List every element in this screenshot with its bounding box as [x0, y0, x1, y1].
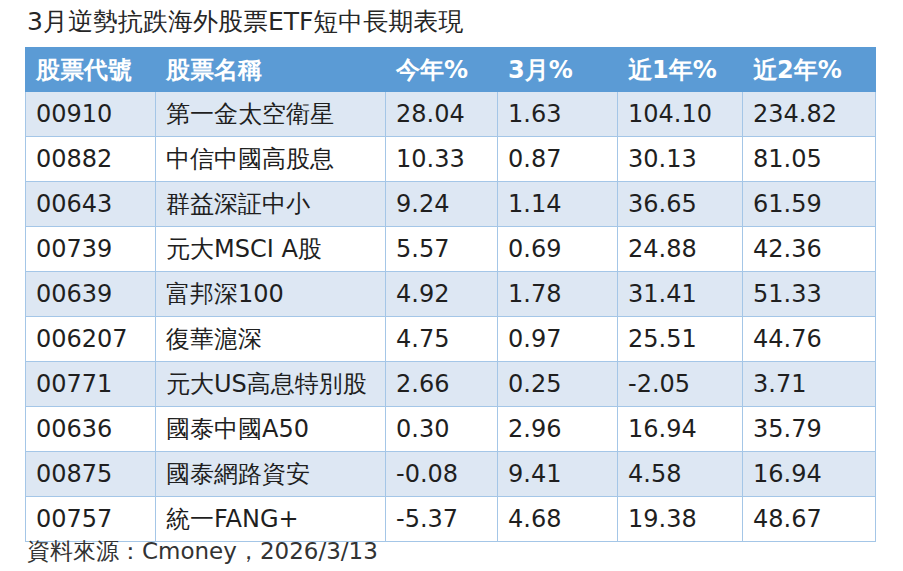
cell-2yr-percent: 48.67 — [743, 497, 876, 542]
cell-1yr-percent: 31.41 — [618, 272, 743, 317]
cell-stock-code: 00771 — [26, 362, 156, 407]
column-header-stock-code: 股票代號 — [26, 48, 156, 92]
cell-ytd-percent: 4.75 — [386, 317, 498, 362]
cell-stock-name: 國泰中國A50 — [156, 407, 386, 452]
cell-march-percent: 0.87 — [498, 137, 618, 182]
cell-2yr-percent: 16.94 — [743, 452, 876, 497]
cell-stock-name: 富邦深100 — [156, 272, 386, 317]
cell-2yr-percent: 44.76 — [743, 317, 876, 362]
cell-stock-name: 中信中國高股息 — [156, 137, 386, 182]
cell-ytd-percent: -5.37 — [386, 497, 498, 542]
cell-march-percent: 0.25 — [498, 362, 618, 407]
cell-march-percent: 2.96 — [498, 407, 618, 452]
cell-1yr-percent: 104.10 — [618, 92, 743, 137]
column-header-stock-name: 股票名稱 — [156, 48, 386, 92]
column-header-1yr-percent: 近1年% — [618, 48, 743, 92]
column-header-2yr-percent: 近2年% — [743, 48, 876, 92]
column-header-march-percent: 3月% — [498, 48, 618, 92]
cell-stock-name: 群益深証中小 — [156, 182, 386, 227]
cell-march-percent: 4.68 — [498, 497, 618, 542]
cell-march-percent: 0.97 — [498, 317, 618, 362]
table-row: 006207 復華滬深 4.75 0.97 25.51 44.76 — [26, 317, 876, 362]
cell-1yr-percent: 24.88 — [618, 227, 743, 272]
cell-2yr-percent: 51.33 — [743, 272, 876, 317]
cell-stock-code: 00639 — [26, 272, 156, 317]
cell-stock-code: 00739 — [26, 227, 156, 272]
cell-ytd-percent: 10.33 — [386, 137, 498, 182]
page-title: 3月逆勢抗跌海外股票ETF短中長期表現 — [27, 6, 463, 38]
cell-ytd-percent: 9.24 — [386, 182, 498, 227]
cell-1yr-percent: 4.58 — [618, 452, 743, 497]
etf-performance-figure: 3月逆勢抗跌海外股票ETF短中長期表現 股票代號 股票名稱 今年% 3月% 近1… — [0, 0, 903, 571]
cell-1yr-percent: 30.13 — [618, 137, 743, 182]
table-row: 00771 元大US高息特別股 2.66 0.25 -2.05 3.71 — [26, 362, 876, 407]
cell-2yr-percent: 81.05 — [743, 137, 876, 182]
table-row: 00739 元大MSCI A股 5.57 0.69 24.88 42.36 — [26, 227, 876, 272]
cell-1yr-percent: 16.94 — [618, 407, 743, 452]
table-row: 00875 國泰網路資安 -0.08 9.41 4.58 16.94 — [26, 452, 876, 497]
column-header-ytd-percent: 今年% — [386, 48, 498, 92]
cell-ytd-percent: -0.08 — [386, 452, 498, 497]
cell-ytd-percent: 2.66 — [386, 362, 498, 407]
cell-stock-name: 國泰網路資安 — [156, 452, 386, 497]
cell-1yr-percent: 36.65 — [618, 182, 743, 227]
cell-march-percent: 1.78 — [498, 272, 618, 317]
cell-stock-code: 00910 — [26, 92, 156, 137]
cell-2yr-percent: 42.36 — [743, 227, 876, 272]
cell-march-percent: 1.63 — [498, 92, 618, 137]
table-header-row: 股票代號 股票名稱 今年% 3月% 近1年% 近2年% — [26, 48, 876, 92]
cell-ytd-percent: 28.04 — [386, 92, 498, 137]
cell-2yr-percent: 61.59 — [743, 182, 876, 227]
cell-stock-code: 00875 — [26, 452, 156, 497]
table-row: 00636 國泰中國A50 0.30 2.96 16.94 35.79 — [26, 407, 876, 452]
cell-stock-name: 第一金太空衛星 — [156, 92, 386, 137]
cell-stock-code: 00882 — [26, 137, 156, 182]
cell-stock-name: 元大US高息特別股 — [156, 362, 386, 407]
cell-stock-code: 006207 — [26, 317, 156, 362]
table-row: 00910 第一金太空衛星 28.04 1.63 104.10 234.82 — [26, 92, 876, 137]
cell-ytd-percent: 0.30 — [386, 407, 498, 452]
cell-stock-name: 元大MSCI A股 — [156, 227, 386, 272]
cell-stock-code: 00636 — [26, 407, 156, 452]
table-row: 00882 中信中國高股息 10.33 0.87 30.13 81.05 — [26, 137, 876, 182]
table-row: 00643 群益深証中小 9.24 1.14 36.65 61.59 — [26, 182, 876, 227]
cell-stock-code: 00757 — [26, 497, 156, 542]
cell-stock-name: 復華滬深 — [156, 317, 386, 362]
cell-march-percent: 1.14 — [498, 182, 618, 227]
cell-stock-code: 00643 — [26, 182, 156, 227]
table-body: 00910 第一金太空衛星 28.04 1.63 104.10 234.82 0… — [26, 92, 876, 542]
cell-1yr-percent: -2.05 — [618, 362, 743, 407]
cell-2yr-percent: 234.82 — [743, 92, 876, 137]
cell-ytd-percent: 5.57 — [386, 227, 498, 272]
cell-1yr-percent: 25.51 — [618, 317, 743, 362]
source-note: 資料來源：Cmoney，2026/3/13 — [27, 536, 378, 567]
cell-ytd-percent: 4.92 — [386, 272, 498, 317]
table-row: 00757 統一FANG+ -5.37 4.68 19.38 48.67 — [26, 497, 876, 542]
cell-2yr-percent: 35.79 — [743, 407, 876, 452]
etf-performance-table: 股票代號 股票名稱 今年% 3月% 近1年% 近2年% 00910 第一金太空衛… — [25, 47, 876, 542]
cell-2yr-percent: 3.71 — [743, 362, 876, 407]
cell-stock-name: 統一FANG+ — [156, 497, 386, 542]
cell-1yr-percent: 19.38 — [618, 497, 743, 542]
cell-march-percent: 0.69 — [498, 227, 618, 272]
table-row: 00639 富邦深100 4.92 1.78 31.41 51.33 — [26, 272, 876, 317]
cell-march-percent: 9.41 — [498, 452, 618, 497]
